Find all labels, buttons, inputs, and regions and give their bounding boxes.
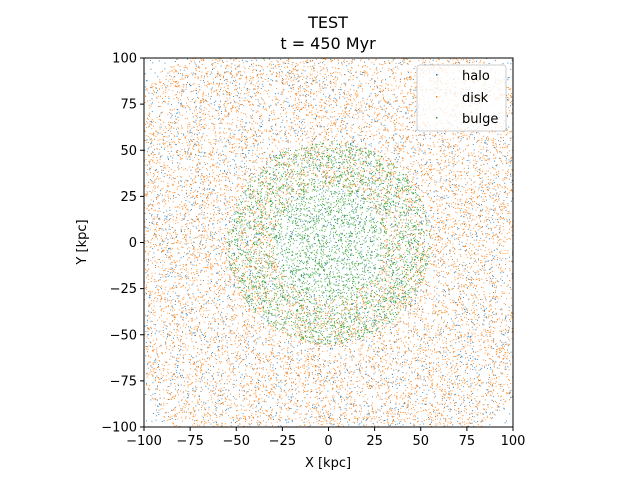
y-tick-label: 100 — [112, 52, 137, 67]
y-tick-label: −100 — [101, 421, 137, 436]
x-tick-label: −50 — [223, 434, 250, 449]
x-tick-label: 50 — [412, 434, 429, 449]
y-tick-label: −75 — [110, 374, 137, 389]
x-tick-label: −25 — [269, 434, 296, 449]
x-tick-label: 75 — [459, 434, 476, 449]
x-tick-label: −100 — [126, 434, 162, 449]
y-tick-label: 75 — [120, 98, 137, 113]
series-points-disk — [144, 58, 513, 427]
chart-subtitle: t = 450 Myr — [280, 34, 376, 53]
legend: halo disk bulge — [416, 64, 507, 132]
series-points-bulge — [227, 141, 431, 344]
legend-box — [416, 64, 507, 132]
legend-marker-halo — [436, 74, 438, 76]
y-tick-label: −25 — [110, 282, 137, 297]
x-tick-label: −75 — [176, 434, 203, 449]
x-tick-label: 0 — [324, 434, 332, 449]
scatter-points — [144, 58, 513, 427]
legend-marker-disk — [436, 96, 438, 98]
y-tick-label: 50 — [120, 144, 137, 159]
legend-marker-bulge — [436, 117, 438, 119]
y-axis-ticks: −100 −75 −50 −25 0 25 50 75 100 — [101, 52, 144, 436]
legend-label-disk: disk — [462, 91, 489, 106]
y-tick-label: −50 — [110, 328, 137, 343]
y-axis-label: Y [kpc] — [75, 219, 90, 265]
y-tick-label: 25 — [120, 190, 137, 205]
x-tick-label: 25 — [366, 434, 383, 449]
x-axis-label: X [kpc] — [305, 456, 351, 471]
legend-label-halo: halo — [462, 69, 490, 84]
x-axis-ticks: −100 −75 −50 −25 0 25 50 75 100 — [126, 427, 525, 449]
legend-label-bulge: bulge — [462, 112, 498, 127]
y-tick-label: 0 — [129, 236, 137, 251]
x-tick-label: 100 — [501, 434, 526, 449]
chart-title: TEST — [307, 13, 348, 32]
